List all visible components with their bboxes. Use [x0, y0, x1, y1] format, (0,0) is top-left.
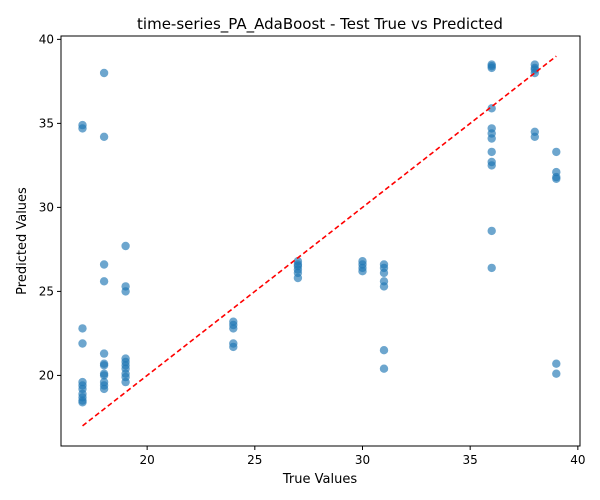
data-point: [99, 277, 109, 286]
data-point: [121, 241, 130, 251]
x-tick-label: 40: [570, 453, 585, 467]
data-point: [379, 346, 389, 355]
y-tick-label: 30: [39, 200, 54, 214]
data-point: [99, 384, 109, 394]
y-axis-label: Predicted Values: [15, 187, 30, 295]
data-point: [487, 63, 496, 73]
data-point: [99, 68, 109, 78]
data-point: [552, 369, 561, 378]
x-tick-label: 20: [140, 453, 155, 467]
axes: 20 25 30 35 40 20 25 30 35 40: [39, 32, 586, 467]
data-point: [487, 134, 496, 143]
y-tick-label: 25: [39, 284, 54, 298]
data-point: [487, 147, 496, 157]
data-point: [530, 132, 539, 141]
x-axis-label: True Values: [282, 472, 357, 487]
data-point: [99, 349, 109, 358]
x-tick-label: 30: [355, 453, 370, 467]
plot-frame: [60, 35, 581, 447]
data-point: [121, 287, 130, 296]
data-point: [99, 361, 109, 370]
data-point: [487, 226, 496, 236]
data-point: [487, 263, 496, 273]
data-point: [121, 377, 130, 387]
y-tick-label: 40: [39, 32, 54, 46]
data-point: [78, 324, 87, 333]
x-tick-label: 35: [463, 453, 478, 467]
data-point: [487, 104, 496, 113]
y-tick-label: 20: [39, 368, 54, 382]
data-point: [99, 132, 109, 141]
data-point: [358, 267, 367, 276]
data-point: [552, 359, 561, 368]
data-point: [229, 342, 238, 352]
data-point: [78, 124, 87, 133]
data-point: [99, 371, 109, 380]
data-point: [379, 282, 389, 291]
data-point: [99, 260, 109, 269]
chart-title: time-series_PA_AdaBoost - Test True vs P…: [137, 15, 503, 34]
x-tick-label: 25: [247, 453, 262, 467]
data-point: [229, 324, 238, 333]
y-tick-label: 35: [39, 116, 54, 130]
data-point: [293, 273, 303, 283]
data-point: [78, 339, 87, 348]
data-point: [78, 398, 87, 407]
data-point: [552, 147, 561, 157]
data-point: [379, 268, 389, 278]
data-point: [487, 161, 496, 170]
data-point: [552, 174, 561, 183]
data-point: [379, 364, 389, 373]
reference-line: [82, 55, 557, 427]
plot-area: [78, 55, 561, 427]
